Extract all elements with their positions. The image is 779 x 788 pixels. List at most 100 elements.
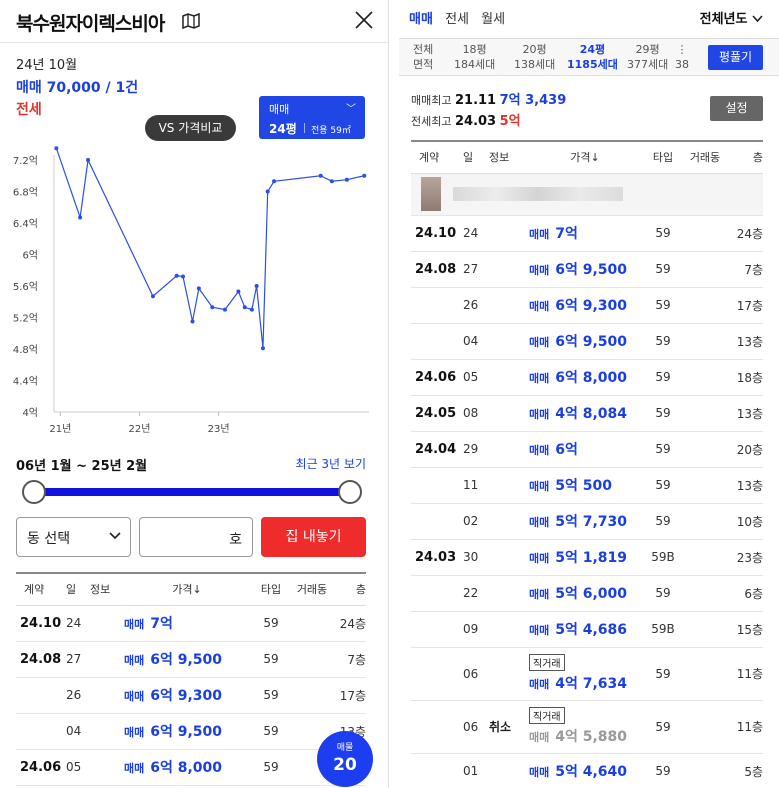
area-select-button[interactable]: 매매 ﹀ 24평 전용 59㎡ [259, 96, 365, 139]
column-header[interactable]: 가격↓ [529, 140, 641, 174]
trade-kind: 매매 [124, 762, 145, 775]
price-value: 매매 6억 9,500 [124, 649, 250, 669]
price-cell: 매매 6억 9,500 [529, 251, 641, 288]
y-tick-label: 5.2억 [13, 313, 38, 325]
type-cell: 59 [641, 647, 685, 701]
table-row[interactable]: 02 매매 5억 7,730 59 10층 [411, 503, 763, 540]
year-select[interactable]: 전체년도 [700, 8, 763, 27]
summary-trade: 매매 70,000 / 1건 [16, 80, 139, 96]
type-cell: 59B [641, 611, 685, 648]
data-point [249, 307, 254, 312]
settings-button[interactable]: 설정 [710, 96, 763, 121]
table-row[interactable]: 06 취소 직거래 매매 4억 5,880 59 11층 [411, 700, 763, 754]
area-households: 38 [675, 58, 689, 71]
table-row[interactable]: 26 매매 6억 9,300 59 17층 [16, 677, 366, 714]
price-value: 매매 6억 9,500 [529, 259, 641, 279]
area-option[interactable]: 18평 184세대 [454, 42, 495, 72]
price-value: 매매 5억 7,730 [529, 511, 641, 531]
price-value: 매매 5억 4,640 [529, 761, 641, 781]
contract-day: 11 [463, 467, 489, 504]
slider-thumb-end[interactable] [338, 480, 362, 504]
table-row[interactable]: 24.10 24 매매 7억 59 24층 [411, 215, 763, 252]
price-cell: 매매 4억 8,084 [529, 395, 641, 432]
price-cell: 매매 5억 7,730 [529, 503, 641, 540]
listings-count-button[interactable]: 매물 20 [317, 731, 373, 787]
left-header: 북수원자이렉스비아 [0, 0, 388, 43]
info-cell [489, 467, 529, 504]
data-point [272, 179, 277, 184]
data-point [254, 284, 259, 288]
area-option[interactable]: 20평 138세대 [514, 42, 555, 72]
area-pyeong: 29평 [635, 43, 660, 56]
info-cell [90, 641, 124, 678]
area-pyeong: ⋮ [676, 43, 688, 56]
table-row[interactable]: 24.08 27 매매 6억 9,500 59 7층 [411, 251, 763, 288]
trade-kind: 매매 [529, 228, 550, 241]
price-value: 매매 6억 9,500 [124, 721, 250, 741]
price-amount: 6억 8,000 [555, 370, 628, 386]
table-row[interactable]: 01 매매 5억 4,640 59 5층 [411, 753, 763, 788]
table-row[interactable]: 24.05 08 매매 4억 8,084 59 13층 [411, 395, 763, 432]
type-cell: 59 [641, 575, 685, 612]
trade-kind: 매매 [529, 552, 550, 565]
divider [304, 123, 305, 133]
dong-cell [685, 395, 725, 432]
jeonse-max-price: 5억 [499, 114, 521, 129]
blurred-text [452, 187, 623, 201]
table-row[interactable]: 24.08 27 매매 6억 9,500 59 7층 [16, 641, 366, 678]
trade-max-label: 매매최고 [411, 94, 452, 107]
date-range-slider[interactable] [22, 480, 362, 504]
tab-jeonse[interactable]: 전세 [445, 12, 469, 27]
map-icon[interactable] [182, 13, 200, 29]
slider-thumb-start[interactable] [22, 480, 46, 504]
compare-price-button[interactable]: VS 가격비교 [145, 115, 236, 141]
y-tick-label: 4.8억 [13, 344, 38, 356]
area-option[interactable]: 29평 377세대 [627, 42, 668, 72]
price-amount: 6억 9,500 [555, 262, 628, 278]
dong-select[interactable]: 동 선택 [16, 517, 131, 557]
filter-controls: 동 선택 호 집 내놓기 [16, 517, 366, 557]
column-header[interactable]: 가격↓ [124, 572, 250, 606]
area-all-line1: 전체 [413, 43, 434, 56]
table-row[interactable]: 11 매매 5억 500 59 13층 [411, 467, 763, 504]
right-panel: 매매 전세 월세 전체년도 전체 면적 18평 184세대 20평 138세대 24평 1… [399, 0, 779, 788]
recent-3y-link[interactable]: 최근 3년 보기 [295, 457, 366, 471]
floor-cell: 13층 [725, 323, 763, 360]
close-icon[interactable] [354, 10, 374, 30]
list-house-button[interactable]: 집 내놓기 [261, 517, 366, 557]
table-row[interactable]: 24.04 29 매매 6억 59 20층 [411, 431, 763, 468]
table-row[interactable]: 24.03 30 매매 5억 1,819 59B 23층 [411, 539, 763, 576]
table-row[interactable]: 26 매매 6억 9,300 59 17층 [411, 287, 763, 324]
area-option[interactable]: 24평 1185세대 [567, 42, 618, 72]
column-header: 층 [332, 572, 366, 606]
data-point [174, 273, 179, 278]
floor-cell: 13층 [725, 395, 763, 432]
area-pyeong: 20평 [522, 43, 547, 56]
table-row[interactable]: 06 직거래 매매 4억 7,634 59 11층 [411, 647, 763, 701]
pyeong-toggle-button[interactable]: 평풀기 [708, 45, 763, 70]
area-option[interactable]: ⋮ 38 [675, 42, 689, 72]
price-cell: 매매 7억 [529, 215, 641, 252]
tab-monthly[interactable]: 월세 [481, 12, 506, 27]
ho-input[interactable]: 호 [139, 517, 253, 557]
contract-day: 29 [463, 431, 489, 468]
area-all-label[interactable]: 전체 면적 [413, 42, 433, 72]
trade-kind: 매매 [529, 766, 550, 779]
price-amount: 5억 4,640 [555, 764, 628, 780]
table-row[interactable]: 24.10 24 매매 7억 59 24층 [16, 605, 366, 642]
trade-summary: 24년 10월 매매 70,000 / 1건 전세 매매 ﹀ 24평 전용 59… [0, 43, 388, 139]
table-row[interactable]: 22 매매 5억 6,000 59 6층 [411, 575, 763, 612]
jeonse-max-label: 전세최고 [411, 115, 452, 128]
type-cell: 59 [250, 749, 292, 786]
column-header: 계약 [16, 572, 66, 606]
info-cell: 취소 [489, 700, 529, 754]
column-header: 거래동 [292, 572, 332, 606]
floor-cell: 7층 [725, 251, 763, 288]
chevron-down-icon [109, 529, 121, 543]
table-row[interactable]: 09 매매 5억 4,686 59B 15층 [411, 611, 763, 648]
tab-trade[interactable]: 매매 [409, 12, 433, 27]
